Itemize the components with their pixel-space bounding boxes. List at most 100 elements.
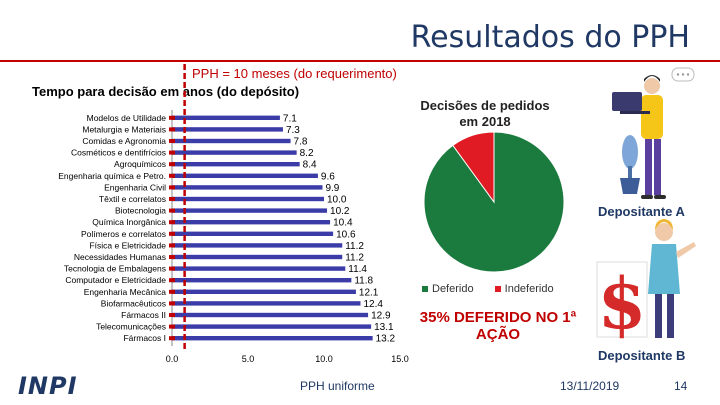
bar xyxy=(172,243,343,248)
speech-bubble-icon xyxy=(671,67,695,82)
category-label: Modelos de Utilidade xyxy=(87,113,167,123)
bar xyxy=(172,138,291,144)
category-label: Fármacos I xyxy=(123,333,166,343)
legend-item-indeferido: Indeferido xyxy=(494,283,554,295)
axis-marker xyxy=(169,127,175,132)
data-label: 10.0 xyxy=(327,195,347,206)
category-label: Agroquímicos xyxy=(114,159,166,169)
bar xyxy=(172,231,334,236)
chart-title: Tempo para decisão em anos (do depósito) xyxy=(32,84,300,99)
axis-marker xyxy=(169,289,175,294)
category-label: Polímeros e correlatos xyxy=(81,229,166,239)
bar xyxy=(172,220,331,225)
axis-marker xyxy=(169,173,175,178)
bar xyxy=(172,173,318,178)
data-label: 12.9 xyxy=(371,311,391,322)
data-label: 11.2 xyxy=(345,253,364,264)
category-label: Engenharia química e Petro. xyxy=(58,171,166,181)
legend-label: Deferido xyxy=(432,283,474,295)
category-label: Têxtil e correlatos xyxy=(99,194,166,204)
data-label: 7.8 xyxy=(294,137,308,148)
legend-swatch xyxy=(494,286,501,293)
data-label: 12.1 xyxy=(359,287,379,298)
bar xyxy=(172,115,280,120)
axis-marker xyxy=(169,255,175,259)
data-label: 10.2 xyxy=(330,206,350,217)
depositante-b-label: Depositante B xyxy=(598,348,686,363)
bar xyxy=(172,278,352,283)
axis-marker xyxy=(169,185,175,190)
category-label: Cosméticos e dentifrícios xyxy=(71,148,166,158)
data-label: 8.2 xyxy=(300,148,314,159)
data-label: 11.4 xyxy=(348,264,367,275)
axis-marker xyxy=(169,243,175,248)
pie-slice xyxy=(452,131,495,204)
deferido-note: 35% DEFERIDO NO 1ª AÇÃO xyxy=(419,309,577,343)
depositante-a-label: Depositante A xyxy=(598,204,685,219)
category-label: Biotecnologia xyxy=(115,206,166,216)
legend-item-deferido: Deferido xyxy=(422,283,474,295)
tick-label: 5.0 xyxy=(242,354,255,364)
tick-label: 0.0 xyxy=(166,354,179,364)
axis-marker xyxy=(169,220,175,225)
bar xyxy=(172,162,300,167)
category-label: Metalurgia e Materiais xyxy=(82,124,166,134)
svg-text:$: $ xyxy=(598,262,647,345)
bar xyxy=(172,185,323,190)
data-label: 7.3 xyxy=(286,125,300,136)
tick-label: 15.0 xyxy=(391,354,409,364)
data-label: 8.4 xyxy=(303,160,317,171)
axis-marker xyxy=(169,115,175,120)
category-label: Química Inorgânica xyxy=(92,217,166,227)
data-label: 13.2 xyxy=(376,334,396,345)
axis-marker xyxy=(169,197,175,201)
category-label: Comidas e Agronomia xyxy=(82,136,166,146)
chart-subtitle: PPH = 10 meses (do requerimento) xyxy=(192,66,397,81)
data-label: 11.2 xyxy=(345,241,364,252)
data-label: 10.6 xyxy=(336,229,356,240)
axis-marker xyxy=(169,278,175,283)
axis-marker xyxy=(169,313,175,317)
axis-marker xyxy=(169,150,175,155)
footer-date: 13/11/2019 xyxy=(560,379,620,393)
footer-caption: PPH uniforme xyxy=(300,379,375,393)
data-label: 10.4 xyxy=(333,218,353,229)
plant-icon xyxy=(620,135,640,194)
category-label: Engenharia Mecânica xyxy=(84,287,166,297)
data-label: 9.6 xyxy=(321,171,335,182)
bar xyxy=(172,254,343,260)
category-label: Telecomunicações xyxy=(96,322,166,332)
bar xyxy=(172,324,372,329)
data-label: 13.1 xyxy=(374,322,394,333)
axis-marker xyxy=(169,301,175,306)
category-label: Física e Eletricidade xyxy=(89,240,166,250)
axis-marker xyxy=(169,231,175,236)
category-label: Engenharia Civil xyxy=(104,182,166,192)
title-underline xyxy=(0,60,720,62)
inpi-logo: INPI xyxy=(18,372,78,400)
axis-marker xyxy=(169,139,175,143)
data-label: 12.4 xyxy=(363,299,383,310)
axis-marker xyxy=(169,162,175,167)
bar xyxy=(172,289,356,294)
category-label: Necessidades Humanas xyxy=(74,252,166,262)
data-label: 9.9 xyxy=(325,183,339,194)
page-number: 14 xyxy=(674,379,688,393)
category-label: Tecnologia de Embalagens xyxy=(64,264,166,274)
category-label: Computador e Eletricidade xyxy=(65,275,166,285)
pie-chart-title: Decisões de pedidos em 2018 xyxy=(420,98,550,129)
bar xyxy=(172,196,324,202)
category-label: Biofarmacêuticos xyxy=(101,298,166,308)
data-label: 11.8 xyxy=(354,276,373,287)
bar xyxy=(172,208,328,213)
bar xyxy=(172,312,369,318)
bar xyxy=(172,127,283,132)
dollar-icon: $ xyxy=(596,261,648,345)
page-title: Resultados do PPH xyxy=(410,20,690,55)
tick-label: 10.0 xyxy=(315,354,333,364)
pie-legend: Deferido Indeferido xyxy=(422,283,572,295)
person-pointing-icon xyxy=(648,219,696,338)
data-label: 7.1 xyxy=(283,113,297,124)
